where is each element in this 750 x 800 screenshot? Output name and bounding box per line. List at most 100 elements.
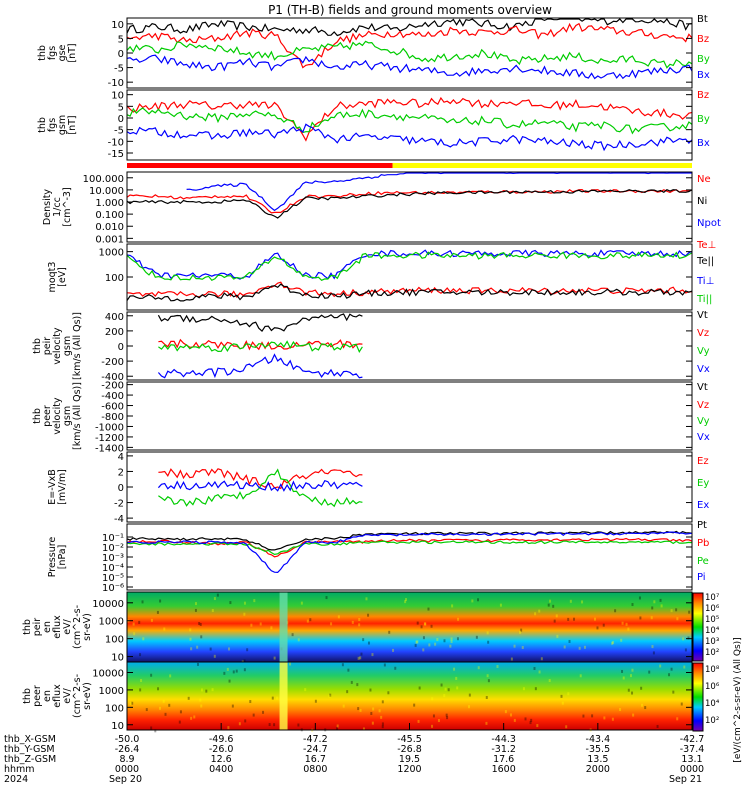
spectrogram-speckle <box>499 603 502 607</box>
colorbar-tick: 10⁵ <box>705 615 719 625</box>
spectrogram-speckle <box>568 639 571 643</box>
spectrogram-speckle <box>434 642 437 646</box>
x-row-value: Sep 20 <box>109 774 142 785</box>
spectrogram-speckle <box>603 716 606 720</box>
spectrogram-speckle <box>227 726 230 730</box>
spectrogram-speckle <box>553 619 556 623</box>
spectrogram-speckle <box>268 723 271 727</box>
spectrogram-speckle <box>509 713 512 717</box>
spectrogram-speckle <box>619 707 622 711</box>
spectrogram-speckle <box>226 667 229 671</box>
spectrogram-speckle <box>513 718 516 722</box>
spectrogram-fill <box>127 592 692 662</box>
spectrogram-speckle <box>561 701 564 705</box>
spectrogram-speckle <box>432 714 435 718</box>
spectrogram-speckle <box>194 602 197 606</box>
spectrogram-speckle <box>627 627 630 631</box>
y-axis-label: [km/s (All Qs)] <box>72 312 83 380</box>
spectrogram-speckle <box>521 646 524 650</box>
legend-Vz: Vz <box>697 400 709 411</box>
spectrogram-speckle <box>650 616 653 620</box>
y-axis-label: Pressure <box>47 537 58 578</box>
y-tick-label: -5 <box>114 126 124 137</box>
y-tick-label: 0 <box>118 483 124 494</box>
colorbar-electron <box>692 662 704 732</box>
x-row-value: 8.9 <box>119 754 134 765</box>
spectrogram-speckle <box>140 678 143 682</box>
legend-By: By <box>697 54 710 65</box>
series-Bt <box>126 18 693 37</box>
spectrogram-speckle <box>168 703 171 707</box>
y-tick-label: -200 <box>101 381 124 392</box>
spectrogram-speckle <box>641 703 644 707</box>
y-axis-label: thb <box>37 117 48 133</box>
y-axis-label: [eV] <box>57 267 68 287</box>
legend-Te||: Te|| <box>696 256 714 267</box>
series-Ni <box>126 188 693 219</box>
legend-Ey: Ey <box>697 478 709 489</box>
series-Pe <box>126 540 693 556</box>
spectrogram-speckle <box>337 615 340 619</box>
legend-Vx: Vx <box>697 432 710 443</box>
y-tick-label: -1000 <box>95 422 124 433</box>
spectrogram-speckle <box>430 624 433 628</box>
spectrogram-speckle <box>415 640 418 644</box>
y-axis-label: Density <box>42 189 53 225</box>
colorbar-ion <box>692 592 704 662</box>
spectrogram-speckle <box>540 657 543 661</box>
y-tick-label: 10⁻⁴ <box>102 563 124 574</box>
spectrogram-speckle <box>405 598 408 602</box>
spectrogram-speckle <box>451 604 454 608</box>
y-axis-label: [cm^-3] <box>62 187 73 226</box>
panel-frame <box>126 17 693 89</box>
y-tick-label: -400 <box>101 372 124 383</box>
y-tick-label: 0.100 <box>95 210 124 221</box>
spectrogram-speckle <box>631 603 634 607</box>
spectrogram-speckle <box>639 616 642 620</box>
spectrogram-speckle <box>487 640 490 644</box>
spectrogram-speckle <box>388 630 391 634</box>
y-axis-label: (cm^2-s- <box>72 674 83 718</box>
colorbar-tick: 10⁶ <box>705 682 720 692</box>
y-axis-label: E=-VxB <box>47 469 58 504</box>
series-By <box>126 40 693 69</box>
series-Pi <box>126 531 693 574</box>
spectrogram-speckle <box>200 635 203 639</box>
spectrogram-speckle <box>496 664 499 668</box>
spectrogram-speckle <box>325 596 328 600</box>
spectrogram-speckle <box>200 704 203 708</box>
y-axis-label: gse <box>57 44 68 61</box>
colorbar-tick: 10² <box>705 716 719 726</box>
spectrogram-speckle <box>383 663 386 667</box>
spectrogram-speckle <box>450 640 453 644</box>
spectrogram-speckle <box>450 637 453 641</box>
legend-Bt: Bt <box>697 14 708 25</box>
x-row-value: 19.5 <box>399 754 420 765</box>
legend-Te⊥: Te⊥ <box>696 240 716 251</box>
spectrogram-speckle <box>189 628 192 632</box>
y-axis-label: velocity <box>52 397 63 435</box>
spectrogram-speckle <box>211 609 214 613</box>
legend-Pi: Pi <box>697 572 706 583</box>
spectrogram-speckle <box>358 618 361 622</box>
spectrogram-speckle <box>341 663 344 667</box>
spectrogram-speckle <box>150 726 153 730</box>
y-tick-label: -10 <box>108 137 124 148</box>
y-tick-label: 1.000 <box>95 198 124 209</box>
spectrogram-speckle <box>138 620 141 624</box>
legend-Ez: Ez <box>697 456 709 467</box>
spectrogram-speckle <box>581 600 584 604</box>
spectrogram-speckle <box>216 593 219 597</box>
y-tick-label: -2 <box>114 499 124 510</box>
spectrogram-speckle <box>522 687 525 691</box>
spectrogram-speckle <box>228 647 231 651</box>
spectrogram-speckle <box>567 692 570 696</box>
spectrogram-speckle <box>583 645 586 649</box>
y-axis-label: gsm <box>62 336 73 356</box>
panel-frame <box>126 381 693 451</box>
y-tick-label: -4 <box>114 514 124 525</box>
spectrogram-speckle <box>612 641 615 645</box>
x-row-label: thb_X-GSM <box>4 734 56 745</box>
y-axis-label: velocity <box>52 327 63 365</box>
spectrogram-speckle <box>139 688 142 692</box>
